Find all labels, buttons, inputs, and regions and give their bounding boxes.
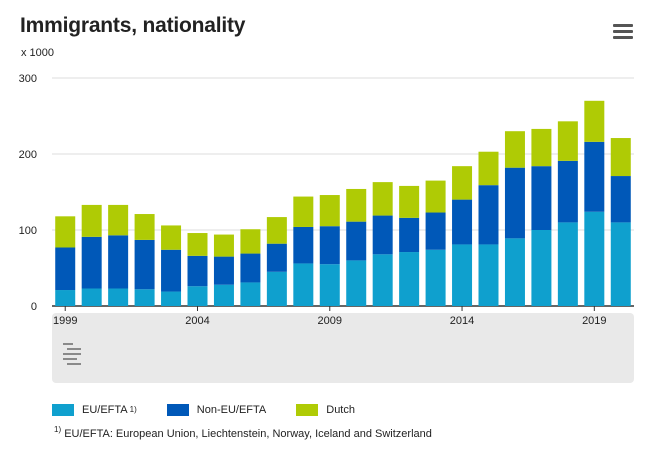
legend-item-dutch[interactable]: Dutch: [296, 404, 355, 416]
x-tick-label: 2019: [582, 315, 606, 327]
bar-non-eu-efta: [584, 141, 605, 212]
bar-non-eu-efta: [610, 176, 631, 223]
bar-eu-efta: [240, 282, 261, 306]
bar-eu-efta: [425, 249, 446, 306]
bar-dutch: [346, 188, 367, 222]
bar-eu-efta: [266, 271, 287, 306]
bar-non-eu-efta: [372, 215, 393, 255]
x-tick-label: 1999: [53, 315, 77, 327]
legend-label-noneu: Non-EU/EFTA: [196, 404, 267, 416]
x-tick-label: 2014: [450, 315, 474, 327]
bar-eu-efta: [55, 290, 76, 306]
bar-dutch: [504, 131, 525, 168]
bar-eu-efta: [213, 284, 234, 306]
bar-dutch: [610, 138, 631, 177]
bar-dutch: [55, 216, 76, 248]
bar-eu-efta: [504, 238, 525, 306]
bar-non-eu-efta: [478, 185, 499, 245]
bar-dutch: [266, 217, 287, 244]
bar-dutch: [584, 100, 605, 142]
bar-non-eu-efta: [504, 167, 525, 239]
bar-eu-efta: [452, 244, 473, 306]
bar-dutch: [134, 214, 155, 240]
bar-eu-efta: [531, 230, 552, 306]
bar-dutch: [399, 185, 420, 218]
footnote-marker: 1): [54, 425, 62, 435]
bar-dutch: [452, 166, 473, 200]
bar-non-eu-efta: [531, 166, 552, 230]
bar-non-eu-efta: [81, 236, 102, 289]
bar-dutch: [161, 225, 182, 250]
bar-non-eu-efta: [346, 221, 367, 261]
bar-dutch: [557, 121, 578, 161]
bar-eu-efta: [610, 222, 631, 306]
bar-eu-efta: [134, 289, 155, 306]
page-title: Immigrants, nationality: [20, 14, 246, 37]
bar-non-eu-efta: [161, 249, 182, 292]
bar-dutch: [293, 196, 314, 227]
bar-eu-efta: [293, 263, 314, 306]
legend-swatch-noneu: [166, 404, 189, 416]
bar-eu-efta: [319, 264, 340, 306]
bar-non-eu-efta: [399, 217, 420, 253]
footnote: 1) EU/EFTA: European Union, Liechtenstei…: [52, 425, 432, 440]
bar-dutch: [425, 180, 446, 213]
bar-non-eu-efta: [213, 256, 234, 285]
bar-eu-efta: [161, 291, 182, 306]
bar-eu-efta: [557, 222, 578, 306]
x-axis-panel: [52, 313, 634, 383]
bar-eu-efta: [372, 254, 393, 306]
bar-non-eu-efta: [319, 226, 340, 265]
y-tick-label: 100: [19, 225, 37, 237]
bar-dutch: [81, 204, 102, 237]
bar-eu-efta: [399, 252, 420, 306]
bar-dutch: [108, 204, 129, 236]
bar-dutch: [213, 234, 234, 257]
bar-eu-efta: [584, 211, 605, 306]
stacked-bar-chart: 0 100 200 300 1999 2004 2009 2014 2019: [19, 73, 634, 383]
bar-non-eu-efta: [108, 235, 129, 289]
bar-non-eu-efta: [266, 243, 287, 272]
bar-dutch: [372, 182, 393, 216]
bar-eu-efta: [108, 288, 129, 306]
bar-non-eu-efta: [134, 239, 155, 290]
bar-non-eu-efta: [557, 160, 578, 223]
legend-label-dutch: Dutch: [326, 404, 355, 416]
bar-dutch: [478, 151, 499, 186]
y-tick-label: 0: [31, 301, 37, 313]
bar-non-eu-efta: [187, 255, 208, 287]
bar-dutch: [319, 195, 340, 227]
bar-eu-efta: [81, 288, 102, 306]
legend-swatch-dutch: [296, 404, 319, 416]
footnote-text: EU/EFTA: European Union, Liechtenstein, …: [64, 428, 432, 440]
bar-non-eu-efta: [425, 212, 446, 250]
legend-label-eu: EU/EFTA: [82, 404, 128, 416]
legend-item-eu[interactable]: EU/EFTA 1): [52, 404, 137, 416]
y-axis-unit: x 1000: [21, 47, 55, 59]
bar-eu-efta: [346, 260, 367, 306]
hamburger-menu-icon[interactable]: [613, 24, 633, 40]
bar-non-eu-efta: [293, 226, 314, 264]
bar-non-eu-efta: [55, 247, 76, 291]
bar-eu-efta: [187, 286, 208, 306]
bar-dutch: [187, 233, 208, 256]
bar-non-eu-efta: [452, 199, 473, 245]
cbs-logo-icon: [63, 343, 81, 365]
y-tick-label: 300: [19, 73, 37, 85]
y-tick-label: 200: [19, 149, 37, 161]
x-tick-label: 2009: [318, 315, 342, 327]
bar-eu-efta: [478, 244, 499, 306]
bar-dutch: [240, 229, 261, 254]
chart-legend: EU/EFTA 1) Non-EU/EFTA Dutch: [52, 404, 385, 416]
bar-non-eu-efta: [240, 253, 261, 283]
legend-swatch-eu: [52, 404, 74, 416]
legend-item-noneu[interactable]: Non-EU/EFTA: [166, 404, 267, 416]
bar-dutch: [531, 128, 552, 167]
x-tick-label: 2004: [185, 315, 209, 327]
